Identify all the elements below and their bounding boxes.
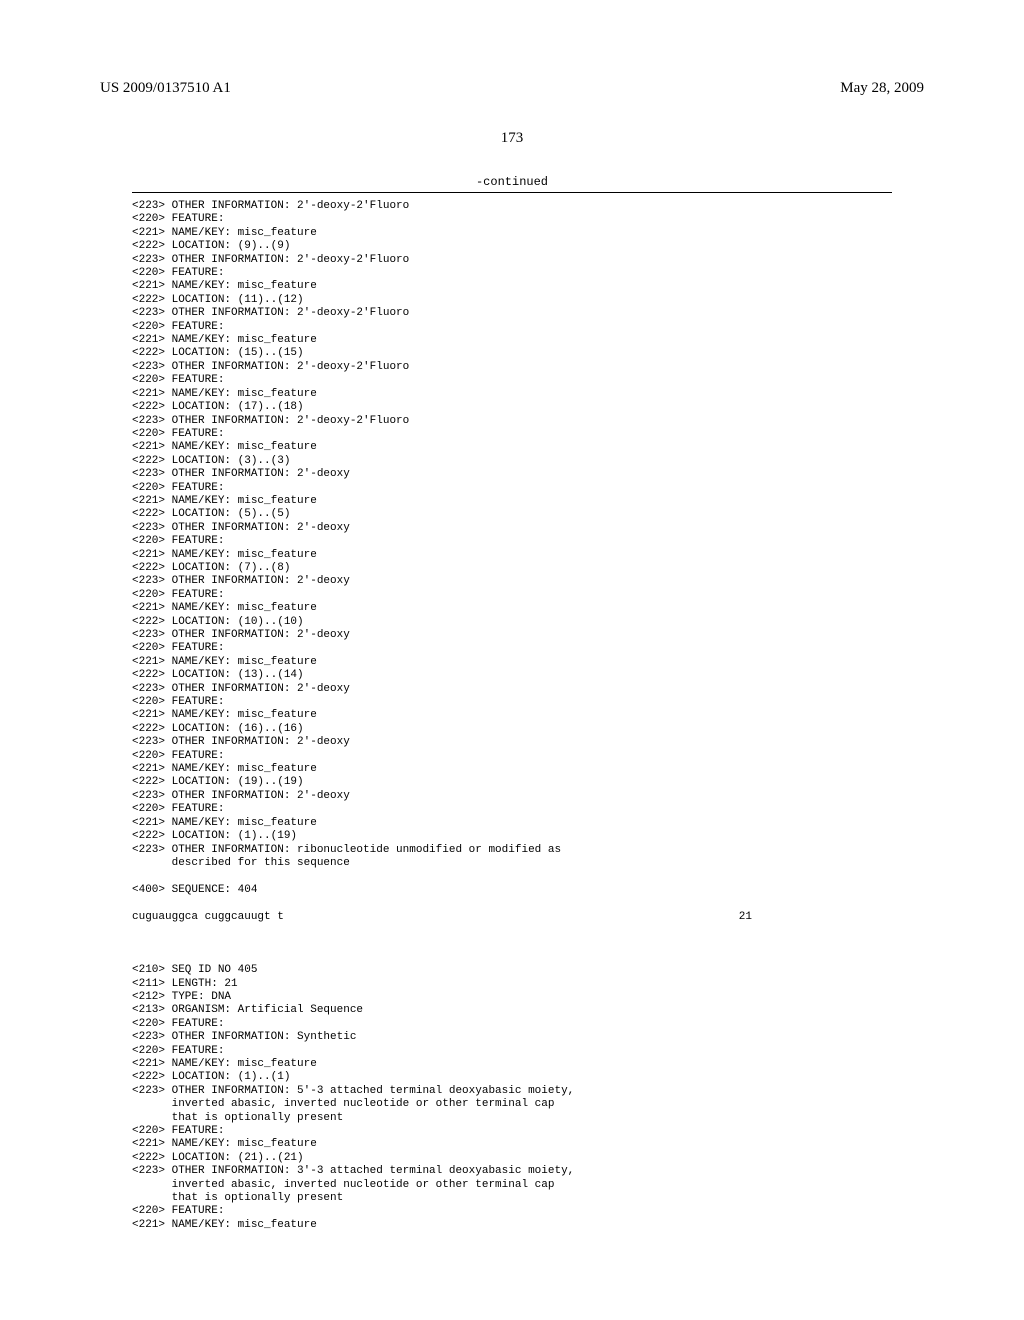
horizontal-rule: [132, 192, 892, 193]
continued-label: -continued: [0, 175, 1024, 189]
document-header: US 2009/0137510 A1 May 28, 2009: [0, 80, 1024, 97]
sequence-length: 21: [739, 911, 752, 924]
page-number: 173: [0, 130, 1024, 147]
sequence-listing: <223> OTHER INFORMATION: 2'-deoxy-2'Fluo…: [132, 200, 892, 1232]
publication-date: May 28, 2009: [840, 80, 924, 97]
publication-number: US 2009/0137510 A1: [100, 80, 231, 97]
sequence-line: cuguauggca cuggcauugt t 21: [132, 911, 752, 924]
sequence-text: cuguauggca cuggcauugt t: [132, 911, 284, 924]
